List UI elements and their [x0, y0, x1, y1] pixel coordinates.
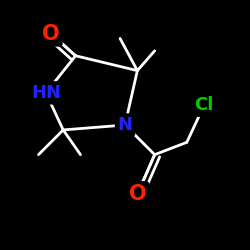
Text: O: O	[42, 24, 60, 44]
Text: O: O	[128, 184, 146, 204]
Text: N: N	[118, 116, 132, 134]
Text: Cl: Cl	[194, 96, 214, 114]
Text: HN: HN	[31, 84, 61, 102]
